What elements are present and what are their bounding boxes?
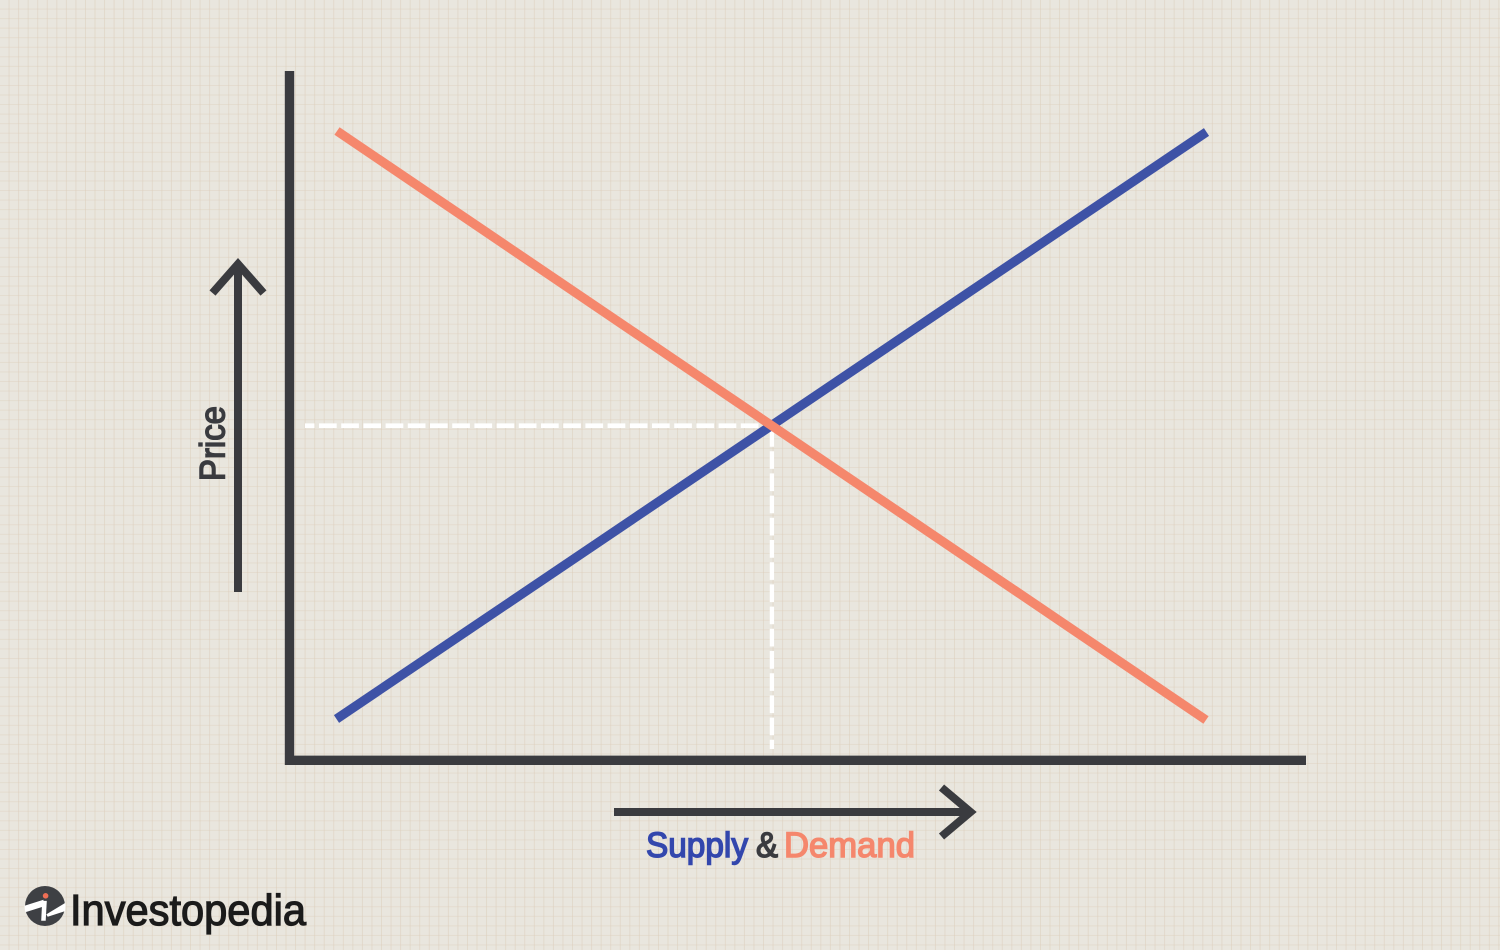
svg-text:Supply&Demand: Supply & Demand — [646, 825, 915, 865]
svg-text:Price: Price — [193, 406, 233, 481]
svg-text:Investopedia: Investopedia — [70, 886, 306, 935]
